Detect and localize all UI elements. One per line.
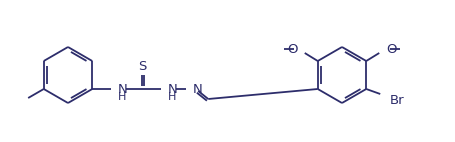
- Text: O: O: [287, 42, 298, 56]
- Text: N: N: [193, 83, 203, 96]
- Text: H: H: [118, 92, 126, 102]
- Text: N: N: [118, 83, 128, 96]
- Text: N: N: [168, 83, 178, 96]
- Text: Br: Br: [390, 93, 405, 106]
- Text: S: S: [138, 59, 147, 73]
- Text: H: H: [168, 92, 177, 102]
- Text: O: O: [386, 42, 397, 56]
